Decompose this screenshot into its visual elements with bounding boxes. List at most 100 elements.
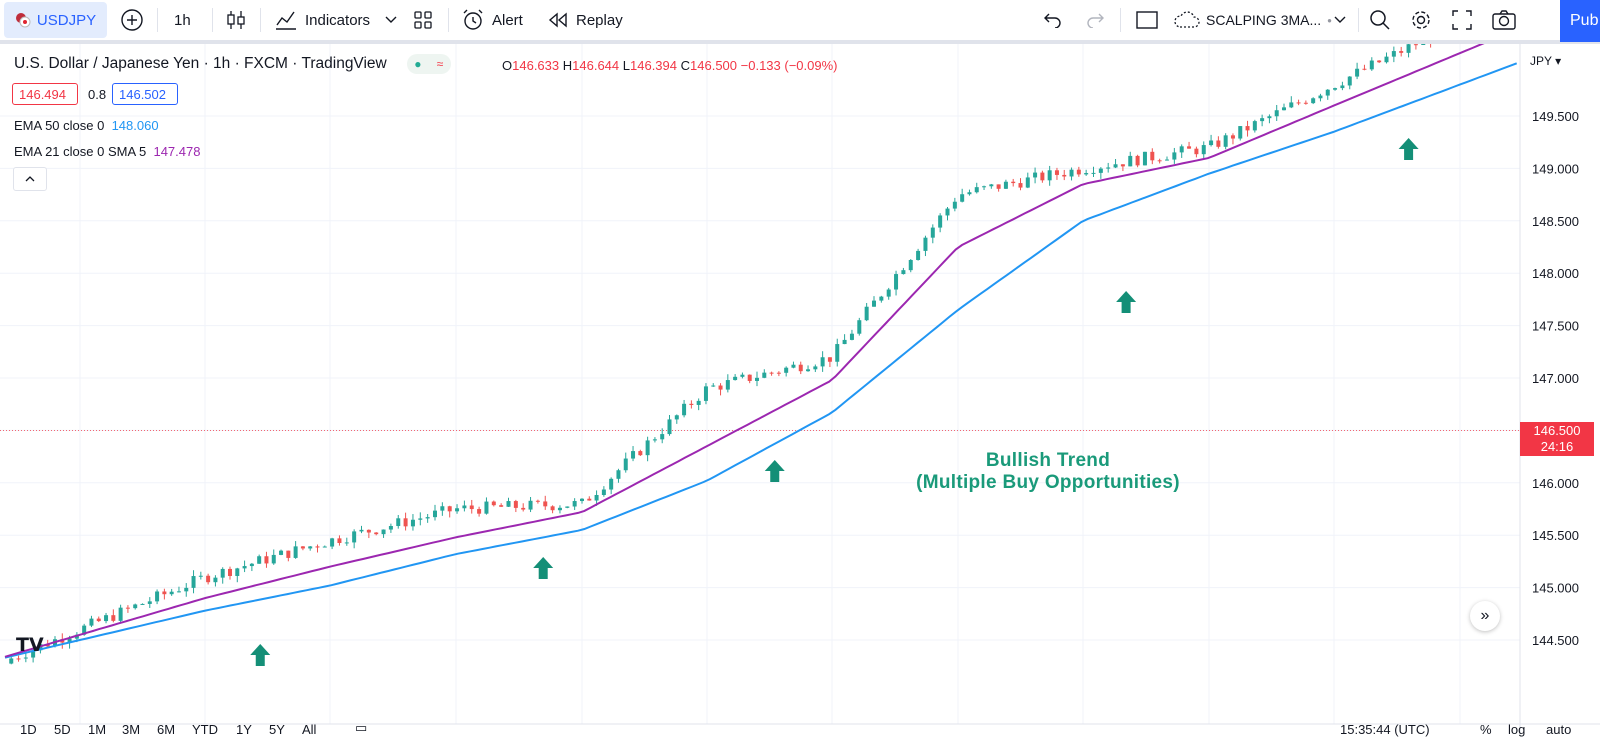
candle-body xyxy=(176,591,181,593)
alert-button[interactable]: Alert xyxy=(462,0,523,40)
chart-area[interactable]: 149.500 149.000 148.500 148.000 147.500 147.0… xyxy=(0,44,1600,734)
candle-body xyxy=(396,518,401,527)
market-status-badge[interactable]: ● ≈ xyxy=(406,54,451,74)
price-chart[interactable]: 149.500 149.000 148.500 148.000 147.500 147.0… xyxy=(0,44,1600,734)
range-1m[interactable]: 1M xyxy=(88,722,107,737)
currency-selector[interactable]: JPY ▾ xyxy=(1530,54,1562,68)
undo-icon[interactable] xyxy=(1043,0,1063,40)
candle-body xyxy=(1238,126,1243,139)
interval-button[interactable]: 1h xyxy=(174,11,191,29)
range-all[interactable]: All xyxy=(302,722,317,737)
layout-dropdown-icon[interactable] xyxy=(1334,0,1346,40)
top-toolbar: USDJPY 1h Indicators Alert Replay xyxy=(0,0,1600,44)
calendar-icon[interactable]: ▭ xyxy=(355,720,368,735)
candle-body xyxy=(213,577,218,583)
candle-body xyxy=(506,501,511,507)
candle-body xyxy=(228,568,232,576)
candle-body xyxy=(580,498,584,502)
candle-body xyxy=(996,184,1001,189)
candle-body xyxy=(565,506,570,508)
candle-body xyxy=(1311,98,1316,104)
candle-body xyxy=(616,470,621,479)
candle-body xyxy=(286,550,291,558)
camera-icon[interactable] xyxy=(1492,0,1516,40)
candle-body xyxy=(733,376,738,381)
range-5y[interactable]: 5Y xyxy=(269,722,285,737)
alarm-clock-icon xyxy=(462,9,484,31)
candle-body xyxy=(374,532,379,535)
indicators-label: Indicators xyxy=(305,11,371,29)
redo-icon[interactable] xyxy=(1085,0,1105,40)
indicator-ema21-legend[interactable]: EMA 21 close 0 SMA 5 147.478 xyxy=(14,144,201,159)
gear-icon[interactable] xyxy=(1410,0,1432,40)
candle-body xyxy=(806,369,811,372)
candle-body xyxy=(220,568,225,578)
candle-style-icon[interactable] xyxy=(226,0,246,40)
compare-add-icon[interactable] xyxy=(120,0,144,40)
layout-name-button[interactable]: SCALPING 3MA... ● xyxy=(1174,0,1332,40)
candle-body xyxy=(455,508,460,512)
publish-button[interactable]: Pub xyxy=(1560,0,1600,42)
percent-toggle[interactable]: % xyxy=(1480,722,1492,737)
candle-body xyxy=(257,556,262,564)
indicators-dropdown-icon[interactable] xyxy=(385,0,397,40)
candle-body xyxy=(960,194,965,202)
candle-body xyxy=(667,419,672,435)
range-5d[interactable]: 5D xyxy=(54,722,71,737)
utc-clock[interactable]: 15:35:44 (UTC) xyxy=(1340,722,1430,737)
time-tick-label: 18 xyxy=(1076,732,1090,734)
range-ytd[interactable]: YTD xyxy=(192,722,218,737)
candle-body xyxy=(1384,56,1389,63)
candle-body xyxy=(645,440,650,456)
candle-body xyxy=(462,505,467,509)
candle-body xyxy=(242,566,247,569)
indicator-ema50-legend[interactable]: EMA 50 close 0 148.060 xyxy=(14,118,159,133)
candle-body xyxy=(1230,135,1235,139)
candle-body xyxy=(300,546,305,549)
search-icon[interactable] xyxy=(1369,0,1391,40)
candle-body xyxy=(857,320,862,334)
candle-body xyxy=(293,546,298,558)
spread-value: 0.8 xyxy=(88,86,107,102)
candle-body xyxy=(1179,146,1184,153)
range-3m[interactable]: 3M xyxy=(122,722,141,737)
candle-body xyxy=(1245,126,1250,131)
candle-body xyxy=(191,576,196,588)
candle-body xyxy=(550,506,555,511)
candle-body xyxy=(271,554,276,564)
candle-body xyxy=(791,364,796,368)
fullscreen-icon[interactable] xyxy=(1452,0,1472,40)
replay-button[interactable]: Replay xyxy=(548,0,623,40)
layout-select-icon[interactable] xyxy=(1136,0,1158,40)
candle-body xyxy=(609,478,614,490)
candle-body xyxy=(16,658,21,660)
templates-grid-icon[interactable] xyxy=(413,0,433,40)
log-toggle[interactable]: log xyxy=(1508,722,1526,737)
scroll-to-realtime-button[interactable]: » xyxy=(1470,601,1500,631)
candle-body xyxy=(1355,68,1360,77)
candle-body xyxy=(31,650,36,658)
candle-body xyxy=(682,403,687,416)
candle-body xyxy=(67,638,72,643)
candle-body xyxy=(1025,177,1030,188)
range-1y[interactable]: 1Y xyxy=(236,722,252,737)
auto-toggle[interactable]: auto xyxy=(1546,722,1572,737)
candle-body xyxy=(1391,51,1396,57)
buy-price-button[interactable]: 146.502 xyxy=(112,83,178,105)
range-1d[interactable]: 1D xyxy=(20,722,37,737)
candle-body xyxy=(689,403,694,405)
price-tick-label: 144.500 xyxy=(1532,633,1579,648)
indicators-button[interactable]: Indicators xyxy=(275,0,370,40)
price-tick-label: 148.500 xyxy=(1532,214,1579,229)
symbol-title: U.S. Dollar / Japanese Yen · 1h · FXCM ·… xyxy=(14,55,387,72)
candle-body xyxy=(1172,152,1177,160)
candle-body xyxy=(1406,44,1411,53)
collapse-legend-button[interactable] xyxy=(13,167,47,191)
candle-body xyxy=(740,374,745,377)
buy-arrow-icon xyxy=(533,557,554,579)
symbol-search-button[interactable]: USDJPY xyxy=(4,2,107,38)
range-6m[interactable]: 6M xyxy=(157,722,176,737)
time-tick-label: 19 xyxy=(1202,732,1216,734)
current-price-label: 146.500 24:16 xyxy=(1520,422,1594,456)
sell-price-button[interactable]: 146.494 xyxy=(12,83,78,105)
